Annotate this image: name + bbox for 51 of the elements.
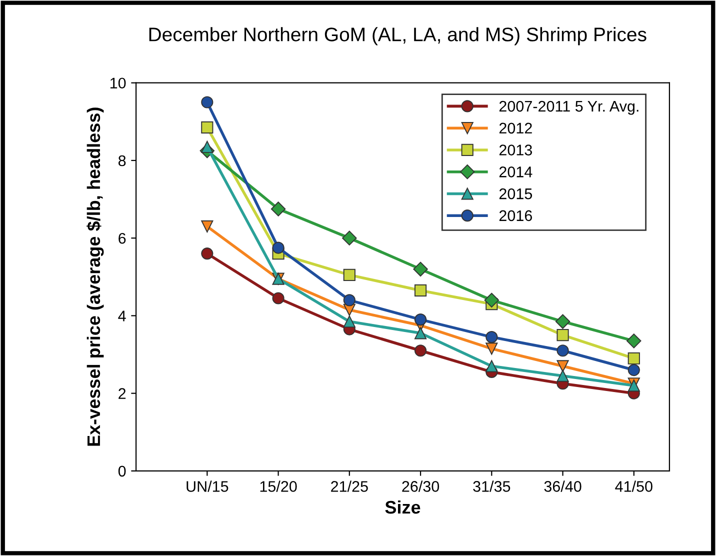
point — [201, 121, 214, 134]
point — [201, 220, 214, 232]
point — [556, 360, 569, 372]
point — [270, 202, 286, 216]
x-axis-title: Size — [385, 500, 420, 514]
y-tick-label: 0 — [118, 466, 126, 477]
point — [556, 370, 569, 382]
y-tick-label: 6 — [118, 232, 126, 244]
legend-label: 2013 — [499, 144, 532, 156]
point — [484, 292, 500, 308]
legend-label: 2012 — [499, 122, 532, 134]
point — [201, 248, 214, 260]
x-tick-label: 26/30 — [402, 480, 440, 492]
point — [414, 284, 427, 297]
point — [414, 327, 427, 340]
point — [343, 315, 356, 328]
point — [626, 334, 642, 348]
point — [556, 329, 569, 342]
legend-label: 2015 — [499, 188, 532, 200]
point — [486, 342, 498, 355]
y-tick-label: 10 — [110, 78, 126, 89]
point — [272, 242, 284, 254]
x-tick-label: 36/40 — [544, 480, 582, 492]
legend-label: 2014 — [499, 166, 532, 178]
y-tick-label: 4 — [118, 310, 126, 322]
point — [628, 352, 640, 364]
legend-label: 2007-2011 5 Yr. Avg. — [499, 100, 638, 115]
x-tick-label: 41/50 — [615, 480, 652, 492]
point — [272, 292, 284, 304]
point — [486, 360, 498, 372]
point — [343, 294, 356, 306]
x-tick-label: 21/25 — [331, 480, 368, 492]
x-tick-label: UN/15 — [186, 480, 228, 492]
point — [556, 344, 569, 357]
point — [413, 262, 428, 276]
point — [486, 331, 498, 344]
point — [414, 344, 427, 357]
point — [414, 314, 427, 326]
point — [201, 96, 214, 108]
legend-label: 2016 — [499, 210, 532, 222]
point — [343, 268, 356, 281]
y-tick-label: 2 — [118, 388, 126, 399]
x-tick-label: 31/35 — [473, 480, 510, 492]
y-axis-title: Ex-vessel price (average $/lb, headless) — [86, 108, 104, 446]
point — [342, 230, 357, 246]
point — [201, 140, 214, 153]
point — [628, 364, 640, 376]
x-tick-label: 15/20 — [260, 480, 297, 492]
y-tick-label: 8 — [118, 155, 126, 166]
point — [555, 314, 570, 329]
chart-title: December Northern GoM (AL, LA, and MS) Shrimp Prices — [149, 27, 646, 46]
